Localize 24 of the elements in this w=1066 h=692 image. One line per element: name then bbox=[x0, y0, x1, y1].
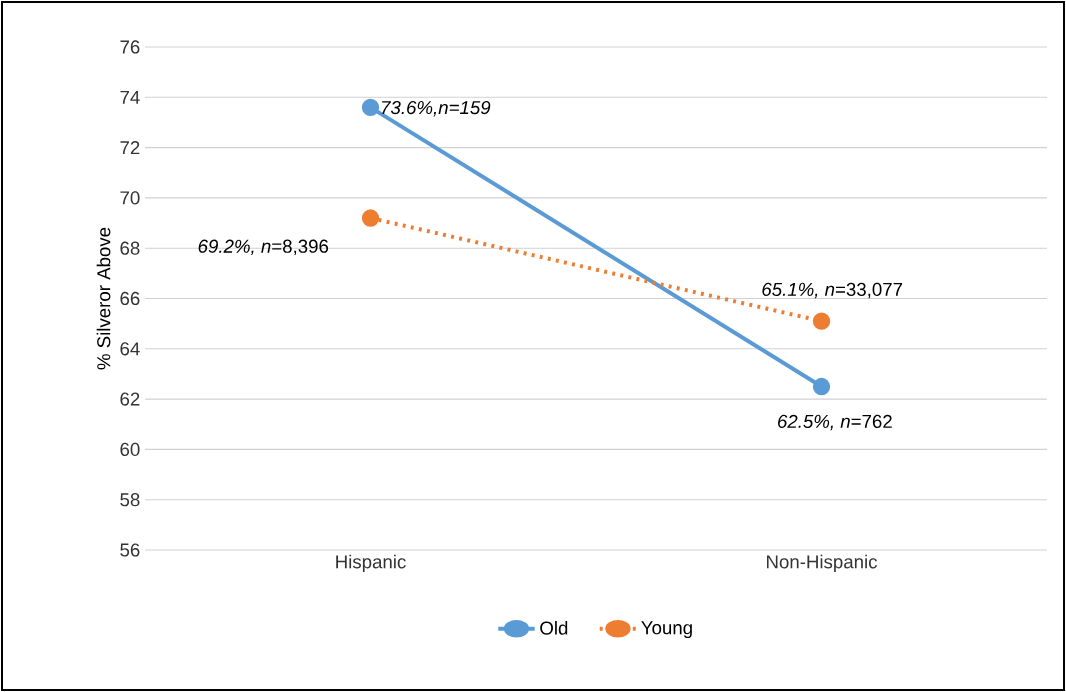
point bbox=[361, 209, 380, 227]
point bbox=[361, 98, 380, 117]
x-tick-label: Hispanic bbox=[336, 554, 406, 573]
y-tick-label: 56 bbox=[120, 543, 140, 557]
legend-label: Old bbox=[540, 620, 568, 635]
y-tick-label: 66 bbox=[120, 291, 140, 306]
point bbox=[812, 312, 831, 330]
annotation: 62.5%, n=762 bbox=[778, 414, 892, 431]
point bbox=[812, 377, 831, 396]
annotation: 73.6%,n=159 bbox=[382, 100, 491, 117]
y-tick-label: 64 bbox=[120, 342, 140, 356]
y-tick-label: 60 bbox=[120, 442, 140, 457]
y-tick-label: 62 bbox=[120, 392, 140, 406]
y-tick-label: 70 bbox=[120, 191, 140, 205]
annotation: 65.1%, n=33,077 bbox=[762, 282, 903, 299]
legend-label: Young bbox=[641, 621, 692, 639]
x-tick-label: Non-Hispanic bbox=[767, 554, 878, 573]
y-axis-title: % Silveror Above bbox=[96, 227, 111, 370]
annotation: 69.2%, n=8,396 bbox=[198, 239, 329, 256]
y-tick-label: 72 bbox=[120, 141, 140, 155]
y-tick-label: 68 bbox=[120, 241, 140, 255]
y-tick-label: 76 bbox=[120, 40, 140, 54]
y-tick-label: 74 bbox=[120, 90, 140, 104]
y-tick-label: 58 bbox=[120, 493, 140, 507]
